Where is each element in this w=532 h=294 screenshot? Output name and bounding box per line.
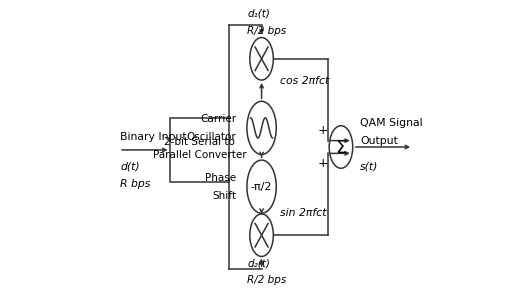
Text: Carrier: Carrier: [200, 114, 236, 124]
Text: d₂(t): d₂(t): [247, 258, 270, 268]
Text: +: +: [318, 124, 328, 137]
Text: Phase: Phase: [205, 173, 236, 183]
Text: sin 2πfct: sin 2πfct: [280, 208, 326, 218]
Text: +: +: [318, 157, 328, 170]
Ellipse shape: [329, 126, 353, 168]
Ellipse shape: [247, 160, 276, 213]
Text: R/2 bps: R/2 bps: [247, 275, 287, 285]
Text: cos 2πfct: cos 2πfct: [280, 76, 329, 86]
Text: Binary Input: Binary Input: [120, 132, 187, 142]
Ellipse shape: [247, 101, 276, 154]
Text: R/2 bps: R/2 bps: [247, 26, 287, 36]
Text: Σ: Σ: [335, 139, 347, 158]
Ellipse shape: [250, 214, 273, 256]
Text: d₁(t): d₁(t): [247, 8, 270, 18]
Ellipse shape: [250, 38, 273, 80]
FancyBboxPatch shape: [170, 118, 229, 182]
Text: R bps: R bps: [120, 179, 151, 189]
Text: Oscillator: Oscillator: [186, 132, 236, 142]
Text: Output: Output: [360, 136, 398, 146]
Text: d(t): d(t): [120, 161, 140, 171]
Text: 2-bit Serial to
Parallel Converter: 2-bit Serial to Parallel Converter: [153, 137, 247, 160]
Text: Shift: Shift: [212, 191, 236, 201]
Text: s(t): s(t): [360, 161, 378, 171]
Text: -π/2: -π/2: [251, 182, 272, 192]
Text: QAM Signal: QAM Signal: [360, 118, 423, 128]
